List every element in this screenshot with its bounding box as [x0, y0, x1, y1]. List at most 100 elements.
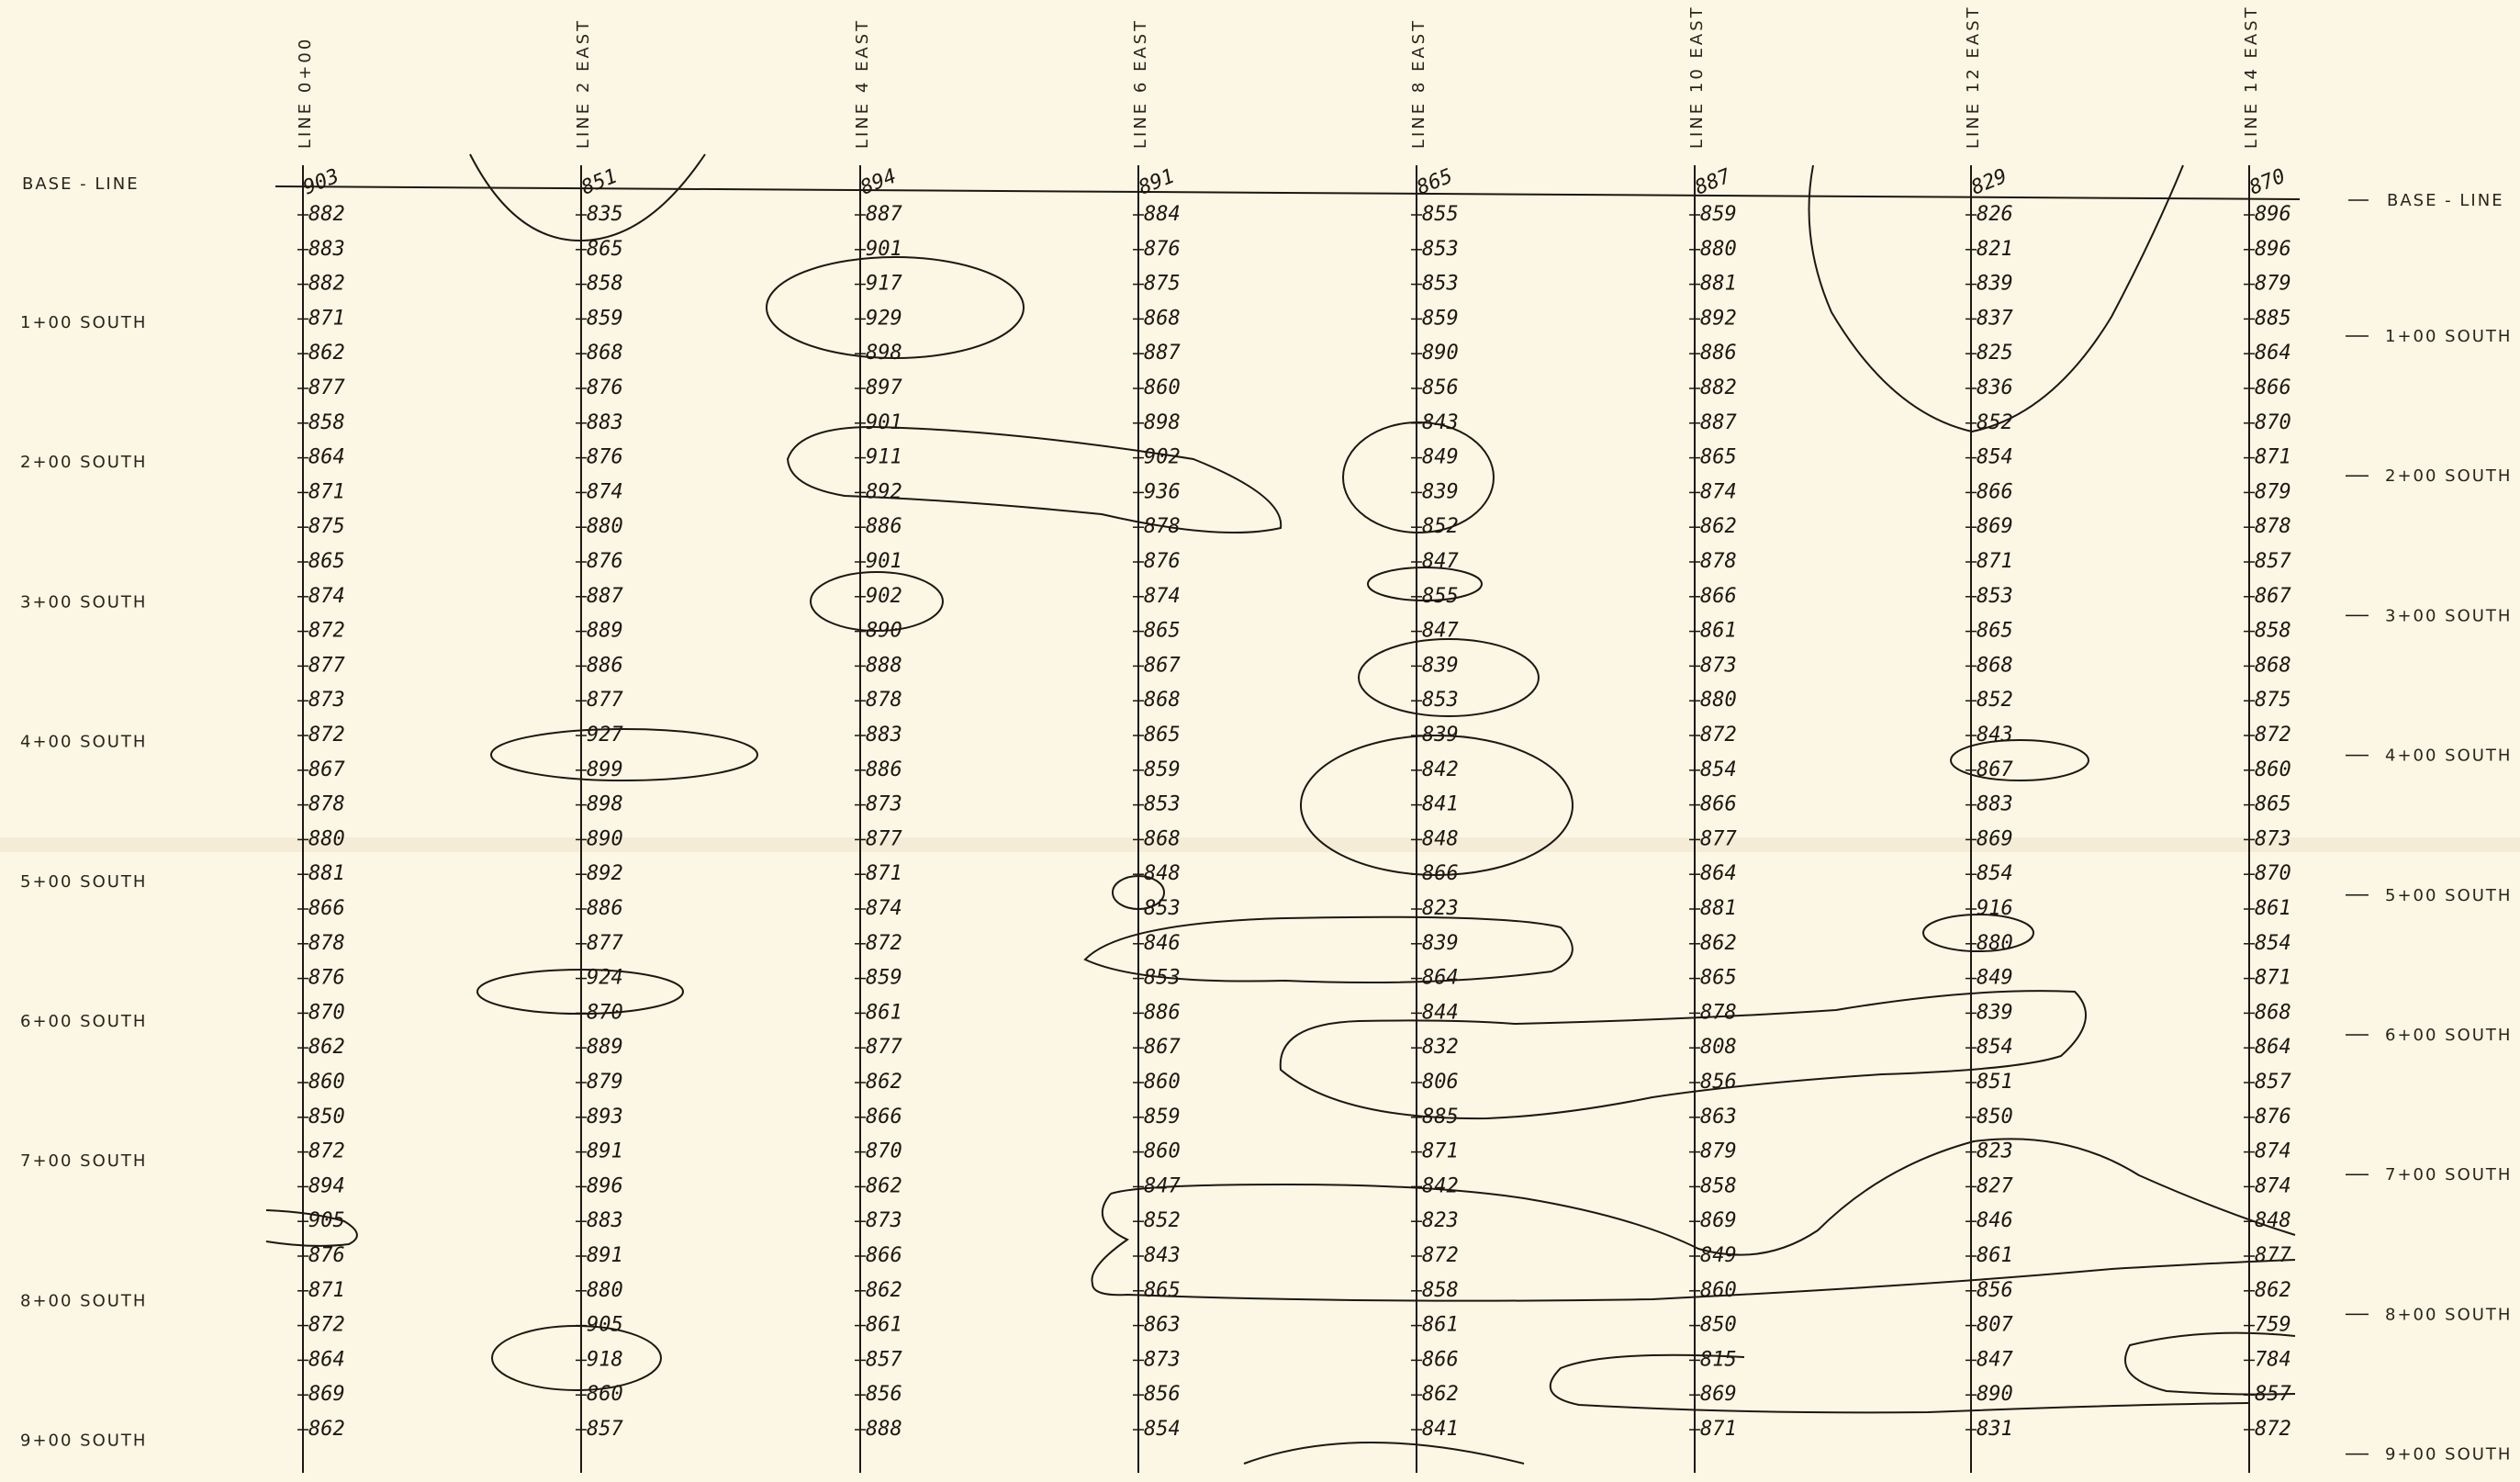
station-reading: 877: [866, 827, 902, 850]
survey-lines: LINE 0+00 903 882 883 882 871 862 877 858 864 871 8…: [296, 5, 2291, 1473]
anomaly-contours: [265, 153, 2296, 1465]
station-reading: 807: [1977, 1314, 2013, 1337]
station-reading: 918: [587, 1348, 623, 1371]
station-reading: 872: [308, 1314, 345, 1337]
station-reading: 846: [1977, 1209, 2013, 1232]
station-reading: 784: [2255, 1348, 2291, 1371]
station-reading: 865: [1700, 446, 1737, 469]
station-reading: 889: [587, 620, 623, 643]
line-title: LINE 2 EAST: [574, 18, 593, 149]
station-reading: 842: [1422, 1174, 1459, 1197]
station-reading: 874: [587, 480, 623, 503]
station-reading: 888: [866, 654, 902, 677]
station-reading: 902: [866, 585, 902, 608]
station-reading: 878: [1700, 550, 1737, 573]
station-reading: 894: [308, 1174, 345, 1197]
station-reading: 905: [308, 1209, 345, 1232]
station-reading: 871: [1977, 550, 2013, 573]
station-reading: 853: [1144, 793, 1181, 816]
station-reading: 849: [1977, 967, 2013, 990]
station-reading: 870: [2255, 411, 2291, 434]
station-reading: 866: [1700, 793, 1737, 816]
station-reading: 887: [1700, 411, 1737, 434]
station-reading: 865: [587, 238, 623, 261]
station-reading: 878: [866, 689, 902, 712]
station-reading: 864: [2255, 1036, 2291, 1059]
station-reading: 871: [1422, 1140, 1459, 1163]
station-reading: 836: [1977, 376, 2013, 399]
station-reading: 876: [1144, 550, 1181, 573]
station-reading: 865: [1144, 724, 1181, 747]
station-reading: 890: [1422, 342, 1459, 365]
contour-line8-low-1: [1342, 421, 1495, 533]
station-reading: 886: [587, 654, 623, 677]
station-reading: 871: [308, 307, 345, 330]
station-reading: 864: [2255, 342, 2291, 365]
station-reading: 877: [866, 1036, 902, 1059]
station-reading: 862: [866, 1174, 902, 1197]
station-reading: 843: [1144, 1244, 1181, 1267]
station-reading: 879: [1700, 1140, 1737, 1163]
station-reading: 869: [1977, 827, 2013, 850]
station-reading: 876: [587, 376, 623, 399]
station-label-left: 1+00 SOUTH: [20, 313, 147, 332]
paper-fold: [0, 837, 2520, 852]
station-reading: 862: [1700, 932, 1737, 955]
station-reading: 896: [2255, 203, 2291, 226]
station-reading: 857: [866, 1348, 902, 1371]
station-reading: 876: [308, 1244, 345, 1267]
station-reading: 865: [1144, 620, 1181, 643]
contour-line4-6-high: [786, 425, 1282, 533]
station-reading: 858: [587, 273, 623, 296]
contour-line4-small: [810, 571, 944, 632]
station-reading: 898: [587, 793, 623, 816]
baseline-label-right: BASE - LINE: [2387, 191, 2504, 210]
station-reading: 849: [1422, 446, 1459, 469]
station-reading: 862: [308, 342, 345, 365]
baseline-label-left: BASE - LINE: [22, 174, 140, 194]
station-reading: 892: [866, 480, 902, 503]
contour-line2-905: [491, 1325, 662, 1391]
station-reading: 880: [308, 827, 345, 850]
contour-line6-8-low: [1083, 915, 1574, 984]
station-reading: 878: [1700, 1001, 1737, 1024]
station-reading: 880: [587, 1279, 623, 1302]
station-reading: 878: [308, 793, 345, 816]
station-reading: 890: [587, 827, 623, 850]
line-title: LINE 10 EAST: [1687, 5, 1707, 149]
station-reading: 866: [308, 897, 345, 920]
station-reading: 901: [866, 411, 902, 434]
station-reading: 853: [1422, 238, 1459, 261]
station-reading: 877: [308, 376, 345, 399]
contour-line8-low-4: [1300, 735, 1574, 876]
station-reading: 869: [1977, 515, 2013, 538]
station-reading: 896: [587, 1174, 623, 1197]
station-reading: 847: [1977, 1348, 2013, 1371]
station-reading: 886: [587, 897, 623, 920]
station-reading: 873: [1144, 1348, 1181, 1371]
station-reading: 883: [587, 411, 623, 434]
station-reading: 867: [2255, 585, 2291, 608]
station-reading: 883: [587, 1209, 623, 1232]
station-reading: 905: [587, 1314, 623, 1337]
station-reading: 871: [2255, 967, 2291, 990]
station-reading: 875: [1144, 273, 1181, 296]
station-reading: 865: [2255, 793, 2291, 816]
station-reading: 878: [2255, 515, 2291, 538]
station-reading: 866: [1700, 585, 1737, 608]
station-reading: 901: [866, 550, 902, 573]
station-reading: 871: [308, 480, 345, 503]
station-reading: 852: [1977, 411, 2013, 434]
station-label-right: 6+00 SOUTH: [2385, 1026, 2512, 1045]
station-reading: 864: [308, 1348, 345, 1371]
station-reading: 839: [1977, 273, 2013, 296]
contour-line2-927: [490, 728, 758, 781]
station-reading: 832: [1422, 1036, 1459, 1059]
station-reading: 859: [1144, 758, 1181, 781]
station-reading: 837: [1977, 307, 2013, 330]
station-reading: 881: [308, 862, 345, 885]
station-reading: 839: [1422, 932, 1459, 955]
station-reading: 879: [2255, 273, 2291, 296]
station-reading: 872: [866, 932, 902, 955]
station-reading: 869: [1700, 1383, 1737, 1406]
